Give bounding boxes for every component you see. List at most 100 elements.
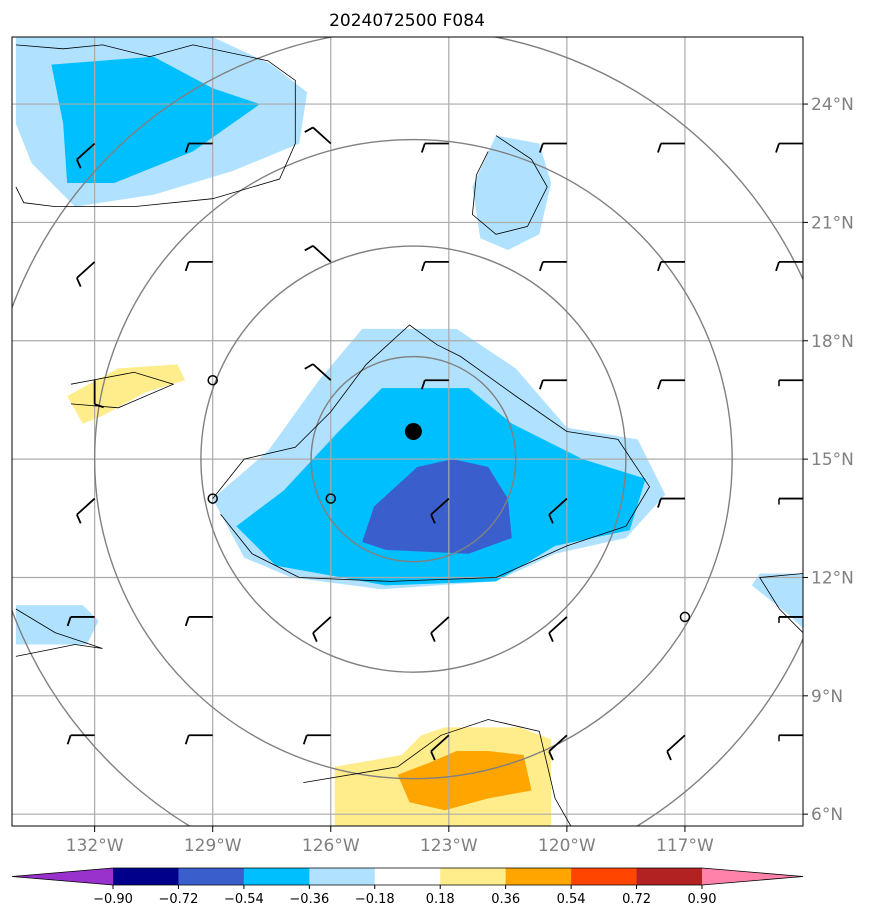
wind-barb bbox=[548, 497, 568, 524]
barb-flag bbox=[657, 143, 662, 153]
barb-flag bbox=[76, 277, 82, 287]
colorbar-segment bbox=[571, 868, 638, 885]
storm-center-marker bbox=[404, 423, 422, 440]
barb-flag bbox=[666, 750, 672, 761]
wind-barb bbox=[548, 734, 568, 761]
plot-frame bbox=[11, 36, 804, 827]
barb-shaft bbox=[312, 363, 332, 381]
barb-shaft bbox=[666, 734, 686, 753]
barb-flag bbox=[184, 261, 190, 272]
y-tick-label: 9°N bbox=[811, 687, 843, 707]
barb-flag bbox=[184, 616, 190, 627]
y-tick-label: 6°N bbox=[811, 805, 843, 825]
wind-barbs bbox=[66, 126, 803, 761]
wind-barb bbox=[666, 734, 686, 761]
barb-flag bbox=[76, 514, 82, 524]
wind-barb bbox=[657, 379, 685, 390]
barb-flag bbox=[657, 261, 662, 272]
wind-barb bbox=[93, 380, 104, 409]
wind-barb bbox=[420, 142, 449, 153]
wind-barb bbox=[312, 616, 332, 643]
outline-line bbox=[15, 608, 103, 657]
calm-circle bbox=[325, 493, 337, 504]
outline-line bbox=[15, 44, 296, 208]
y-tick-label: 12°N bbox=[811, 568, 854, 588]
wind-barb bbox=[66, 734, 95, 745]
filled-region bbox=[51, 56, 260, 184]
wind-barb bbox=[778, 497, 803, 505]
y-tick-label: 18°N bbox=[811, 332, 854, 352]
barb-flag bbox=[548, 514, 554, 524]
wind-barb bbox=[778, 734, 803, 742]
barb-flag bbox=[548, 632, 554, 643]
wind-barb bbox=[304, 245, 332, 263]
barb-flag bbox=[94, 403, 104, 409]
x-tick-label: 117°W bbox=[656, 836, 714, 856]
wind-barb bbox=[430, 616, 450, 643]
colorbar-tick-label: 0.90 bbox=[688, 892, 717, 907]
wind-barb bbox=[420, 260, 449, 272]
colorbar-tick-label: −0.36 bbox=[289, 892, 329, 907]
barb-flag bbox=[657, 379, 662, 390]
y-tick-label: 24°N bbox=[811, 95, 854, 115]
barb-flag bbox=[775, 261, 780, 272]
wind-barb bbox=[66, 616, 95, 627]
wind-barb bbox=[184, 616, 213, 627]
barb-shaft bbox=[76, 497, 96, 516]
wind-barb bbox=[76, 142, 96, 169]
barb-flag bbox=[657, 498, 662, 508]
wind-barb bbox=[778, 379, 803, 387]
colorbar-tick-label: −0.54 bbox=[224, 892, 264, 907]
x-axis: 132°W 129°W 126°W 123°W 120°W 117°W bbox=[66, 826, 714, 856]
barb-flag bbox=[548, 750, 554, 761]
colorbar-segment bbox=[178, 868, 245, 885]
barb-flag bbox=[66, 734, 72, 745]
outline-line bbox=[212, 324, 650, 582]
wind-barb bbox=[184, 142, 213, 153]
filled-region bbox=[362, 459, 512, 554]
wind-barb bbox=[657, 497, 685, 508]
barb-flag bbox=[312, 632, 318, 643]
wind-barb bbox=[184, 260, 213, 272]
colorbar-tick-label: −0.72 bbox=[159, 892, 199, 907]
wind-barb bbox=[775, 142, 803, 153]
filled-region bbox=[15, 605, 99, 645]
range-ring bbox=[310, 355, 517, 563]
barb-flag bbox=[304, 363, 314, 370]
wind-barb bbox=[184, 734, 213, 745]
colorbar-tick-label: −0.18 bbox=[355, 892, 395, 907]
x-tick-label: 126°W bbox=[302, 836, 360, 856]
colorbar-extend-low bbox=[12, 868, 113, 885]
y-tick-label: 15°N bbox=[811, 450, 854, 470]
wind-barb bbox=[76, 261, 96, 287]
outline-line bbox=[471, 135, 548, 235]
wind-barb bbox=[539, 260, 567, 272]
wind-barb bbox=[304, 126, 332, 145]
barb-shaft bbox=[548, 734, 568, 753]
range-ring bbox=[93, 138, 733, 780]
barb-flag bbox=[420, 379, 426, 390]
barb-flag bbox=[430, 750, 436, 761]
barb-shaft bbox=[312, 616, 332, 634]
calm-circle bbox=[207, 374, 218, 386]
barb-flag bbox=[184, 143, 190, 153]
colorbar: −0.90 −0.72 −0.54 −0.36 −0.18 0.18 0.36 0.54 0.7… bbox=[11, 867, 804, 907]
barb-shaft bbox=[430, 497, 450, 516]
wind-barb bbox=[430, 734, 450, 761]
barb-flag bbox=[66, 616, 72, 627]
colorbar-tick-label: 0.36 bbox=[491, 892, 520, 907]
barb-shaft bbox=[76, 261, 96, 279]
x-tick-label: 132°W bbox=[66, 836, 124, 856]
range-rings bbox=[12, 37, 803, 826]
outline-line bbox=[759, 573, 803, 633]
barb-shaft bbox=[430, 616, 450, 634]
colorbar-tick-label: −0.90 bbox=[93, 892, 133, 907]
colorbar-segment bbox=[505, 868, 572, 885]
wind-barb bbox=[539, 379, 567, 390]
filled-region bbox=[751, 573, 803, 629]
colorbar-segment bbox=[440, 868, 507, 885]
colorbar-tick-label: 0.18 bbox=[426, 892, 455, 907]
barb-flag bbox=[539, 261, 544, 272]
filled-region bbox=[472, 135, 552, 250]
